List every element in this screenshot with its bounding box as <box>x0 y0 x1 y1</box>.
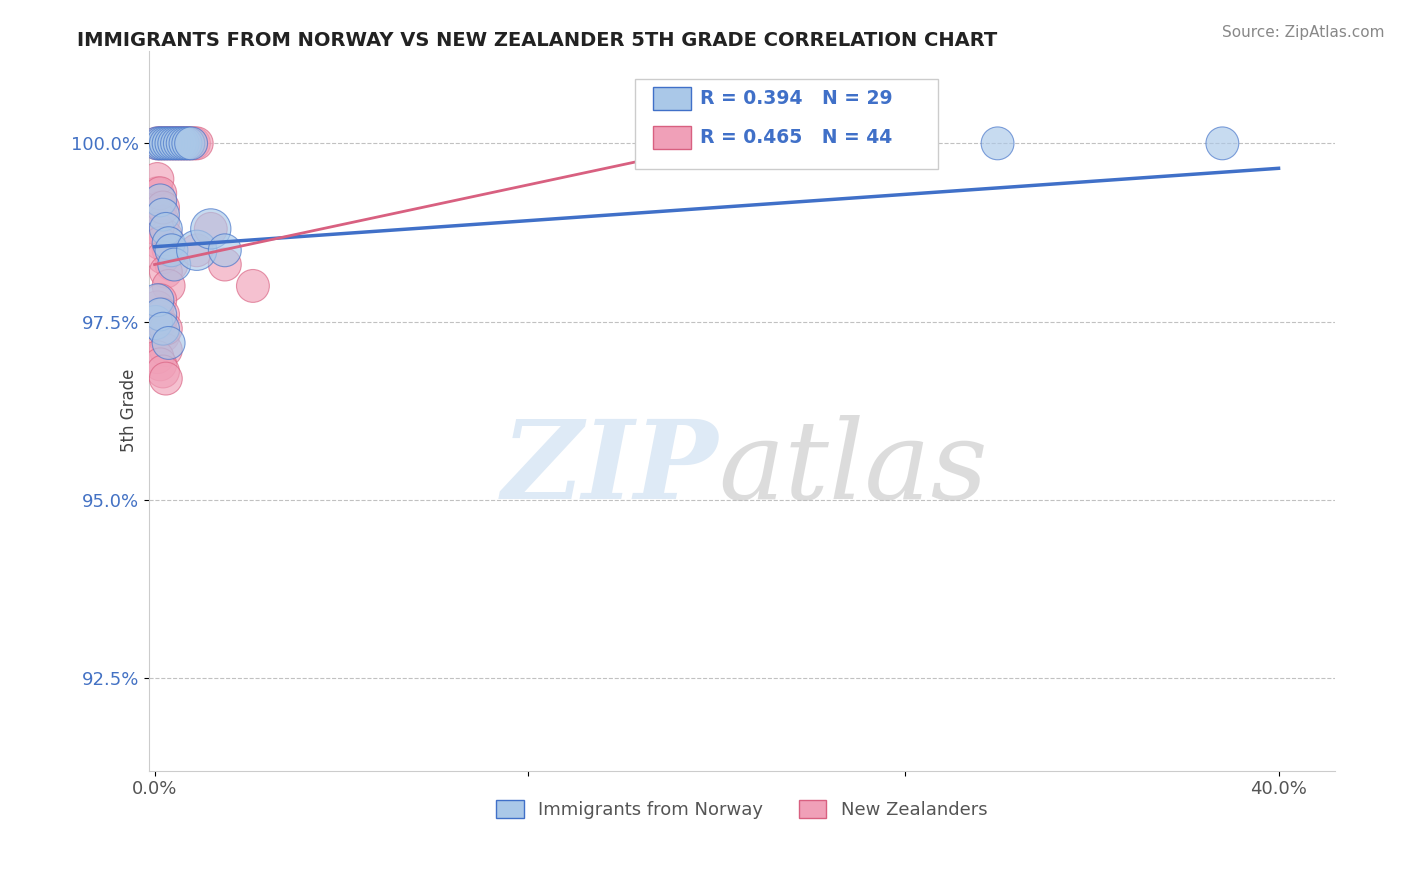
Point <box>149 315 172 329</box>
Point <box>157 136 180 151</box>
Point <box>149 194 172 208</box>
Point <box>166 136 188 151</box>
Point <box>149 136 172 151</box>
Point <box>152 215 174 229</box>
Point <box>163 136 186 151</box>
Point <box>160 244 183 258</box>
Point <box>149 293 172 308</box>
Point <box>160 258 183 272</box>
Point <box>172 136 194 151</box>
Point <box>177 136 200 151</box>
Point <box>149 186 172 201</box>
Point <box>157 236 180 251</box>
FancyBboxPatch shape <box>652 126 690 149</box>
Point <box>186 244 208 258</box>
Point <box>149 201 172 215</box>
Point <box>152 201 174 215</box>
Point <box>146 172 169 186</box>
Point <box>180 136 202 151</box>
Point <box>146 136 169 151</box>
Point <box>152 251 174 265</box>
Point <box>155 322 177 336</box>
Text: atlas: atlas <box>718 415 988 522</box>
Point <box>149 136 172 151</box>
Point <box>157 279 180 293</box>
Point <box>762 136 785 151</box>
Point <box>146 293 169 308</box>
Point <box>172 136 194 151</box>
Point <box>157 244 180 258</box>
Point <box>183 136 205 151</box>
Point <box>160 136 183 151</box>
Point <box>146 222 169 236</box>
Point <box>149 357 172 371</box>
Point <box>200 222 222 236</box>
Point <box>152 322 174 336</box>
Point <box>155 343 177 357</box>
FancyBboxPatch shape <box>652 87 690 111</box>
Point <box>146 186 169 201</box>
Point <box>186 244 208 258</box>
Point <box>166 136 188 151</box>
Point <box>242 279 264 293</box>
Point <box>214 258 236 272</box>
Point <box>146 301 169 315</box>
Point <box>169 136 191 151</box>
Point <box>149 308 172 322</box>
Point <box>149 236 172 251</box>
Legend: Immigrants from Norway, New Zealanders: Immigrants from Norway, New Zealanders <box>489 793 994 827</box>
FancyBboxPatch shape <box>636 79 938 169</box>
Point <box>155 136 177 151</box>
Point <box>163 258 186 272</box>
Point <box>155 222 177 236</box>
Text: ZIP: ZIP <box>502 415 718 522</box>
Point <box>146 350 169 364</box>
Point <box>155 371 177 385</box>
Point <box>157 335 180 350</box>
Point <box>160 136 183 151</box>
Point <box>152 208 174 222</box>
Point <box>155 229 177 244</box>
Text: Source: ZipAtlas.com: Source: ZipAtlas.com <box>1222 25 1385 40</box>
Point <box>987 136 1010 151</box>
Point <box>152 136 174 151</box>
Point <box>152 308 174 322</box>
Point <box>152 136 174 151</box>
Point <box>155 265 177 279</box>
Text: R = 0.465   N = 44: R = 0.465 N = 44 <box>700 128 893 146</box>
Point <box>146 136 169 151</box>
Point <box>174 136 197 151</box>
Text: IMMIGRANTS FROM NORWAY VS NEW ZEALANDER 5TH GRADE CORRELATION CHART: IMMIGRANTS FROM NORWAY VS NEW ZEALANDER … <box>77 31 998 50</box>
Point <box>1211 136 1233 151</box>
Point <box>177 136 200 151</box>
Point <box>155 136 177 151</box>
Point <box>152 364 174 378</box>
Point <box>169 136 191 151</box>
Point <box>186 136 208 151</box>
Point <box>214 244 236 258</box>
Point <box>152 328 174 343</box>
Y-axis label: 5th Grade: 5th Grade <box>120 369 138 452</box>
Point <box>174 136 197 151</box>
Point <box>163 136 186 151</box>
Point <box>143 315 166 329</box>
Text: R = 0.394   N = 29: R = 0.394 N = 29 <box>700 89 893 109</box>
Point <box>157 136 180 151</box>
Point <box>180 136 202 151</box>
Point <box>200 222 222 236</box>
